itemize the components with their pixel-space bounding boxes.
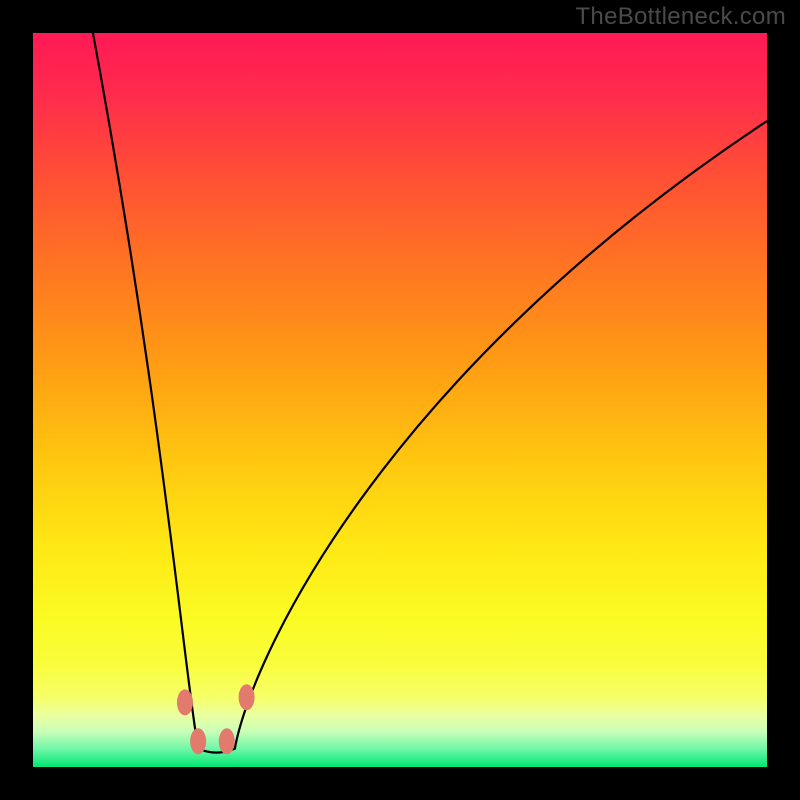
gradient-field <box>33 33 767 767</box>
bottleneck-chart <box>0 0 800 800</box>
watermark-text: TheBottleneck.com <box>575 3 786 31</box>
marker-point <box>219 728 235 754</box>
marker-point <box>190 728 206 754</box>
chart-container: TheBottleneck.com <box>0 0 800 800</box>
marker-point <box>239 684 255 710</box>
marker-point <box>177 689 193 715</box>
